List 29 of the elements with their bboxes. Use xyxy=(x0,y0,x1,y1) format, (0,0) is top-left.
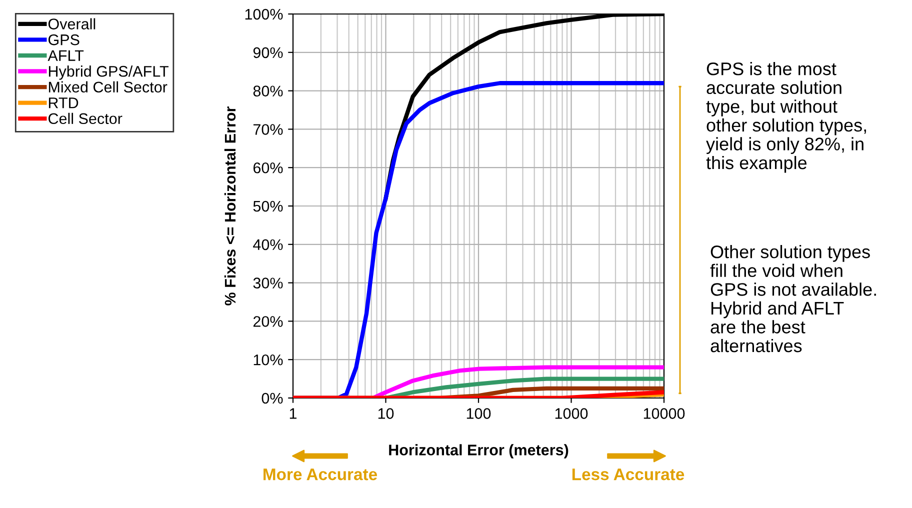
y-tick-label: 30% xyxy=(253,278,283,288)
y-tick-label: 80% xyxy=(253,86,283,96)
x-tick-label: 10 xyxy=(378,408,394,419)
y-tick-label: 10% xyxy=(254,354,283,366)
legend-label: Mixed Cell Sector xyxy=(48,81,168,93)
legend-label: Hybrid GPS/AFLT xyxy=(48,66,168,80)
y-tick-label: 0% xyxy=(262,392,283,404)
y-tick-label: 100% xyxy=(245,8,283,20)
legend-label: GPS xyxy=(48,34,80,46)
legend-label: Cell Sector xyxy=(48,112,122,124)
x-tick-label: 100 xyxy=(466,408,491,419)
x-axis-title: Horizontal Error (meters) xyxy=(389,444,568,458)
y-tick-label: 70% xyxy=(253,124,283,135)
legend-label: AFLT xyxy=(48,50,84,61)
x-tick-label: 1000 xyxy=(555,408,588,419)
text: Less Accurate xyxy=(572,468,684,480)
legend-label: RTD xyxy=(48,98,78,108)
legend-label: Overall xyxy=(48,18,96,30)
text: GPS is the most accurate solution type, but without other solution types, yield is only 82%, in this example xyxy=(706,62,866,173)
y-tick-label: 90% xyxy=(253,47,283,58)
text: More Accurate xyxy=(264,468,378,480)
x-tick-label: 1 xyxy=(290,408,297,419)
y-tick-label: 40% xyxy=(253,239,283,250)
y-tick-label: 60% xyxy=(253,162,283,174)
y-axis-title: % Fixes <= Horizontal Error xyxy=(224,106,236,306)
y-tick-label: 20% xyxy=(253,316,283,327)
x-tick-label: 10000 xyxy=(644,408,685,419)
y-tick-label: 50% xyxy=(253,200,283,212)
text: Other solution types fill the void when GPS is not available. Hybrid and AFLT are the best alternatives xyxy=(710,245,876,352)
